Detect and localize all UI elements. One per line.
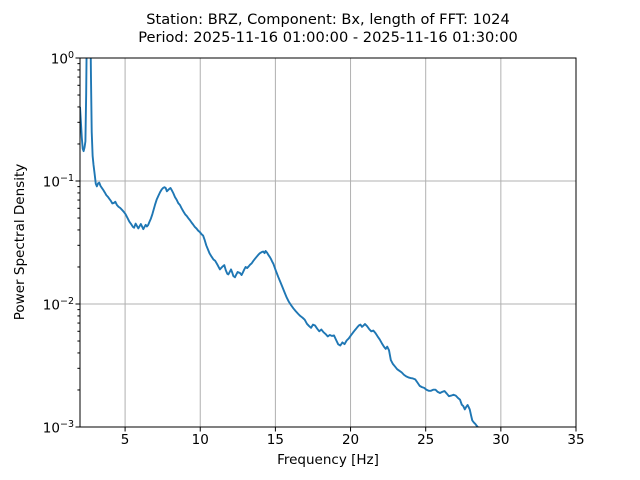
psd-curve: [80, 58, 479, 427]
y-tick-label: 10−3: [42, 419, 74, 437]
chart-title-line1: Station: BRZ, Component: Bx, length of F…: [146, 11, 510, 28]
y-axis-label: Power Spectral Density: [12, 163, 28, 321]
x-tick-label: 35: [567, 432, 585, 448]
y-tick-label: 10−1: [42, 173, 74, 191]
x-tick-label: 10: [191, 432, 209, 448]
y-tick-label: 10−2: [42, 296, 74, 314]
y-tick-label: 100: [50, 50, 74, 68]
x-tick-label: 25: [417, 432, 435, 448]
x-tick-label: 15: [266, 432, 284, 448]
x-tick-label: 30: [492, 432, 510, 448]
x-tick-label: 5: [120, 432, 130, 448]
x-axis-label: Frequency [Hz]: [277, 452, 379, 468]
x-tick-label: 20: [341, 432, 360, 448]
chart-title: Station: BRZ, Component: Bx, length of F…: [80, 11, 576, 47]
chart-title-line2: Period: 2025-11-16 01:00:00 - 2025-11-16…: [138, 29, 518, 46]
plot-spines: [79, 57, 577, 428]
